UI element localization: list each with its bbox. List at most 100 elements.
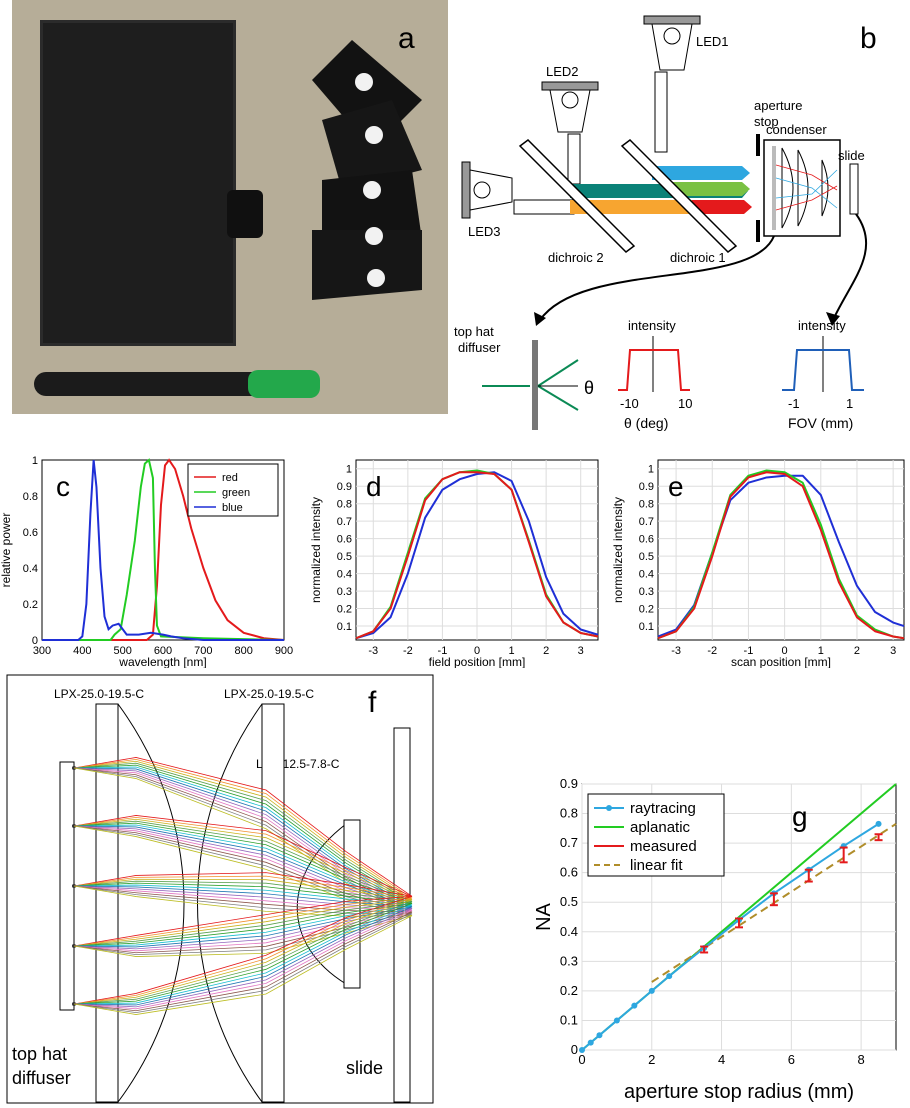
ray	[73, 885, 413, 915]
x-tick-label: 2	[648, 1052, 655, 1067]
y-tick-label: 0	[571, 1042, 578, 1057]
chart-g: 0 2 4 6 8 0 0.1 0.2 0.3 0.4 0.5 0.6 0.7 0.8 0.9 apertur…	[533, 776, 897, 1103]
panel-b-diagram: b LED1 LED2 LED3 dichroic 2 dichroic 1 a…	[454, 15, 877, 431]
ray	[73, 767, 413, 915]
raytracing-point	[875, 820, 882, 827]
panel-g-label: g	[792, 801, 808, 832]
dichroic-2	[518, 139, 636, 253]
y-tick-label: 0	[32, 635, 38, 647]
panel-f-label: f	[368, 686, 377, 719]
ray	[73, 901, 413, 947]
led2-label: LED2	[546, 64, 579, 79]
legend-label-aplanatic: aplanatic	[630, 819, 691, 836]
y-tick-label: 0.4	[639, 569, 654, 581]
plot1-xlabel: θ (deg)	[624, 415, 668, 431]
legend-label-red: red	[222, 472, 238, 484]
x-tick-label: -2	[403, 645, 413, 657]
x-axis-label: wavelength [nm]	[118, 655, 206, 668]
x-tick-label: 2	[854, 645, 860, 657]
theta-symbol: θ	[584, 378, 594, 398]
led3-icon	[469, 169, 513, 211]
ray	[73, 815, 413, 897]
x-axis-label: aperture stop radius (mm)	[624, 1081, 854, 1103]
slide-element	[849, 163, 859, 215]
y-tick-label: 0.4	[23, 563, 38, 575]
diffuser-arrow	[539, 235, 775, 321]
aperture-stop-label-2: stop	[754, 114, 779, 129]
beam-red	[692, 200, 752, 214]
diffuser-label-1: top hat	[454, 324, 494, 339]
y-tick-label: 0.8	[560, 806, 578, 821]
ray	[73, 767, 413, 913]
x-tick-label: 8	[857, 1052, 864, 1067]
raytracing-point	[631, 1002, 638, 1009]
panel-d-label: d	[366, 471, 382, 502]
led2-mount	[541, 81, 599, 91]
ray	[73, 897, 413, 947]
diffused-ray-up	[537, 359, 579, 387]
top-hat-diffuser-element	[532, 340, 538, 430]
ray	[73, 885, 413, 911]
ray	[73, 915, 413, 1015]
raytracing-point	[587, 1039, 594, 1046]
y-tick-label: 1	[346, 464, 352, 476]
y-tick-label: 0.9	[639, 481, 654, 493]
x-axis-label: field position [mm]	[429, 655, 526, 668]
x-tick-label: 400	[73, 645, 91, 657]
x-tick-label: 0	[782, 645, 788, 657]
plot1-tick-right: 10	[678, 396, 692, 411]
y-tick-label: 0.8	[639, 499, 654, 511]
y-tick-label: 0.2	[23, 599, 38, 611]
beam-lime	[672, 182, 750, 196]
y-tick-label: 0.8	[23, 491, 38, 503]
ray	[73, 875, 413, 899]
panel-f-raytrace: f LPX-25.0-19.5-C LPX-25.0-19.5-C LPX-12…	[6, 674, 434, 1104]
illuminator-box	[40, 20, 236, 346]
condenser-lens-2	[797, 149, 809, 227]
raytracing-point	[579, 1047, 585, 1053]
intensity-plot2-title: intensity	[798, 318, 846, 333]
ray	[73, 762, 413, 902]
x-tick-label: 3	[890, 645, 896, 657]
dichroic-1	[620, 139, 738, 253]
aperture-plates	[312, 40, 422, 300]
ray	[73, 902, 413, 1005]
y-axis-label: normalized intensity	[309, 497, 323, 603]
ray	[73, 824, 413, 906]
x-tick-label: 1	[509, 645, 515, 657]
y-tick-label: 0.9	[337, 481, 352, 493]
ray	[73, 897, 413, 1005]
ray	[73, 764, 413, 904]
ray	[73, 822, 413, 904]
y-tick-label: 0.9	[560, 776, 578, 791]
plot-area	[657, 459, 905, 641]
legend-label-linear-fit: linear fit	[630, 857, 683, 874]
led3-mount	[461, 161, 471, 219]
ray	[73, 767, 413, 911]
x-tick-label: 1	[818, 645, 824, 657]
y-axis-label: NA	[533, 902, 555, 930]
ray	[73, 913, 413, 1014]
x-tick-label: -1	[438, 645, 448, 657]
x-tick-label: -3	[671, 645, 681, 657]
diffuser-label-2: diffuser	[12, 1068, 71, 1088]
x-tick-label: -1	[744, 645, 754, 657]
y-tick-label: 0.2	[337, 604, 352, 616]
led1-mount	[643, 15, 701, 25]
ray	[73, 872, 413, 897]
series-red-line	[42, 458, 285, 641]
x-axis-label: scan position [mm]	[731, 655, 831, 668]
chart-c: 300 400 500 600 700 800 900 0 0.2 0.4 0.6 0.8 1 wavel…	[0, 455, 293, 668]
y-tick-label: 0.3	[560, 953, 578, 968]
ray	[73, 757, 413, 897]
x-tick-label: -3	[368, 645, 378, 657]
ray	[73, 906, 413, 1006]
y-tick-label: 0.7	[337, 516, 352, 528]
led2-icon	[549, 89, 591, 133]
plot2-tick-left: -1	[788, 396, 800, 411]
panel-a-label-layer: a	[398, 22, 415, 55]
plot2-tick-right: 1	[846, 396, 853, 411]
x-tick-label: 500	[113, 645, 131, 657]
panel-a-label: a	[398, 22, 415, 55]
ray	[73, 825, 413, 911]
